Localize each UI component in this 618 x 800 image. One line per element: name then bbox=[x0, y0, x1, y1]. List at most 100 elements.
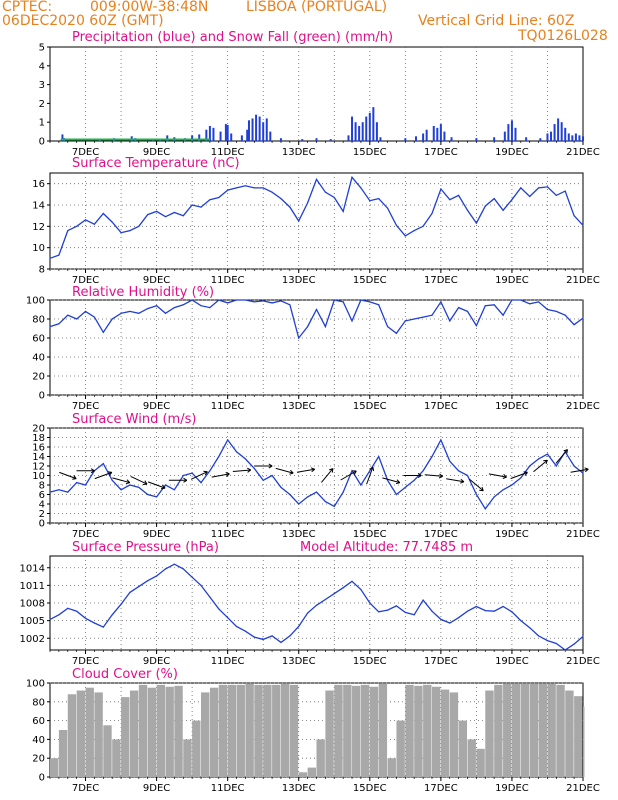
y-tick-label: 0 bbox=[39, 137, 45, 148]
wind-arrow-head-icon bbox=[203, 470, 208, 476]
temperature-line bbox=[49, 175, 584, 259]
wind-point bbox=[538, 458, 540, 460]
wind-arrow-head-icon bbox=[584, 467, 589, 473]
wind-arrow-icon bbox=[340, 470, 357, 481]
humidity-point bbox=[369, 301, 371, 303]
wind-arrow-head-icon bbox=[268, 463, 273, 469]
cloud-bar bbox=[209, 687, 219, 777]
wind-arrow-head-icon bbox=[329, 468, 334, 473]
wind-arrow-icon bbox=[296, 468, 315, 473]
wind-arrow-head-icon bbox=[289, 469, 294, 475]
humidity-point bbox=[466, 310, 469, 312]
pressure-point bbox=[404, 611, 406, 614]
wind-arrow-head-icon bbox=[125, 479, 131, 485]
wind-point bbox=[164, 484, 167, 486]
pressure-point bbox=[546, 640, 549, 642]
pressure-subtitle: Model Altitude: 77.7485 m bbox=[300, 540, 473, 555]
humidity-point bbox=[244, 299, 246, 301]
wind-point bbox=[422, 470, 424, 472]
pressure-point bbox=[351, 580, 353, 582]
temperature-point bbox=[333, 196, 335, 199]
wind-point bbox=[404, 486, 406, 488]
wind-point bbox=[253, 467, 255, 469]
x-tick-label: 21DEC bbox=[566, 275, 600, 286]
pressure-point bbox=[58, 614, 60, 616]
humidity-point bbox=[147, 308, 149, 310]
humidity-point bbox=[520, 299, 522, 301]
wind-arrow-icon bbox=[555, 449, 568, 464]
humidity-point bbox=[360, 299, 362, 301]
y-tick-label: 16 bbox=[32, 443, 45, 454]
wind-point bbox=[49, 491, 51, 493]
pressure-point bbox=[227, 617, 229, 619]
x-tick-label: 9DEC bbox=[143, 656, 170, 667]
wind-point bbox=[191, 472, 193, 474]
temperature-point bbox=[440, 188, 442, 190]
pressure-point bbox=[582, 635, 584, 638]
temperature-point bbox=[555, 194, 557, 196]
cloud-cover-title: Cloud Cover (%) bbox=[72, 667, 178, 682]
cloud-bar bbox=[129, 690, 139, 777]
precip-bar bbox=[574, 133, 577, 141]
temperature-point bbox=[49, 257, 51, 259]
temperature-point bbox=[67, 230, 69, 232]
precip-bar bbox=[582, 136, 584, 141]
source-label: CPTEC: bbox=[2, 0, 53, 15]
pressure-point bbox=[218, 608, 220, 610]
pressure-point bbox=[564, 649, 566, 651]
pressure-point bbox=[511, 611, 513, 613]
cloud-bar bbox=[58, 730, 68, 777]
wind-arrow-head-icon bbox=[543, 459, 548, 465]
temperature-point bbox=[111, 221, 113, 223]
precipitation-title: Precipitation (blue) and Snow Fall (gree… bbox=[72, 30, 393, 45]
y-tick-label: 8 bbox=[39, 265, 45, 276]
cloud-bar bbox=[494, 684, 503, 777]
cloud-bar bbox=[511, 683, 521, 777]
cloud-bar bbox=[289, 684, 299, 777]
humidity-point bbox=[218, 299, 220, 301]
pressure-point bbox=[235, 625, 238, 628]
x-tick-label: 13DEC bbox=[282, 656, 316, 667]
cloud-bar bbox=[467, 739, 476, 777]
humidity-point bbox=[227, 302, 229, 304]
precip-bar bbox=[191, 135, 194, 141]
cloud-bar bbox=[76, 690, 86, 777]
cloud-bar bbox=[396, 720, 405, 777]
humidity-point bbox=[111, 318, 113, 320]
humidity-point bbox=[84, 310, 87, 312]
precip-bar bbox=[372, 107, 375, 141]
wind-point bbox=[431, 455, 433, 458]
y-tick-label: 1008 bbox=[20, 599, 45, 610]
cloud-bar bbox=[405, 684, 414, 777]
wind-point bbox=[458, 470, 460, 472]
x-tick-label: 13DEC bbox=[282, 401, 316, 412]
temperature-point bbox=[253, 187, 255, 189]
precip-bar bbox=[354, 122, 357, 141]
temperature-point bbox=[475, 222, 477, 224]
x-tick-label: 9DEC bbox=[143, 783, 170, 794]
x-tick-label: 7DEC bbox=[72, 275, 99, 286]
wind-arrow-head-icon bbox=[438, 473, 443, 479]
wind-point bbox=[466, 474, 469, 477]
precip-bar bbox=[578, 135, 581, 141]
temperature-point bbox=[191, 204, 193, 206]
pressure-frame bbox=[49, 555, 584, 651]
cloud-bar bbox=[272, 684, 281, 777]
humidity-point bbox=[76, 318, 78, 320]
x-tick-label: 19DEC bbox=[495, 401, 529, 412]
temperature-point bbox=[262, 187, 264, 189]
precipitation-panel: Precipitation (blue) and Snow Fall (gree… bbox=[39, 30, 600, 158]
cloud-bar bbox=[174, 685, 183, 777]
pressure-point bbox=[520, 620, 522, 622]
cloud-bar bbox=[218, 684, 228, 777]
temperature-point bbox=[529, 195, 531, 198]
wind-point bbox=[493, 496, 495, 498]
cloud-bar bbox=[547, 683, 556, 777]
x-tick-label: 7DEC bbox=[72, 401, 99, 412]
cloud-bar bbox=[334, 684, 343, 777]
x-tick-label: 11DEC bbox=[211, 529, 245, 540]
wind-arrow-icon bbox=[533, 459, 548, 473]
temperature-point bbox=[315, 178, 318, 180]
x-tick-label: 7DEC bbox=[72, 529, 99, 540]
